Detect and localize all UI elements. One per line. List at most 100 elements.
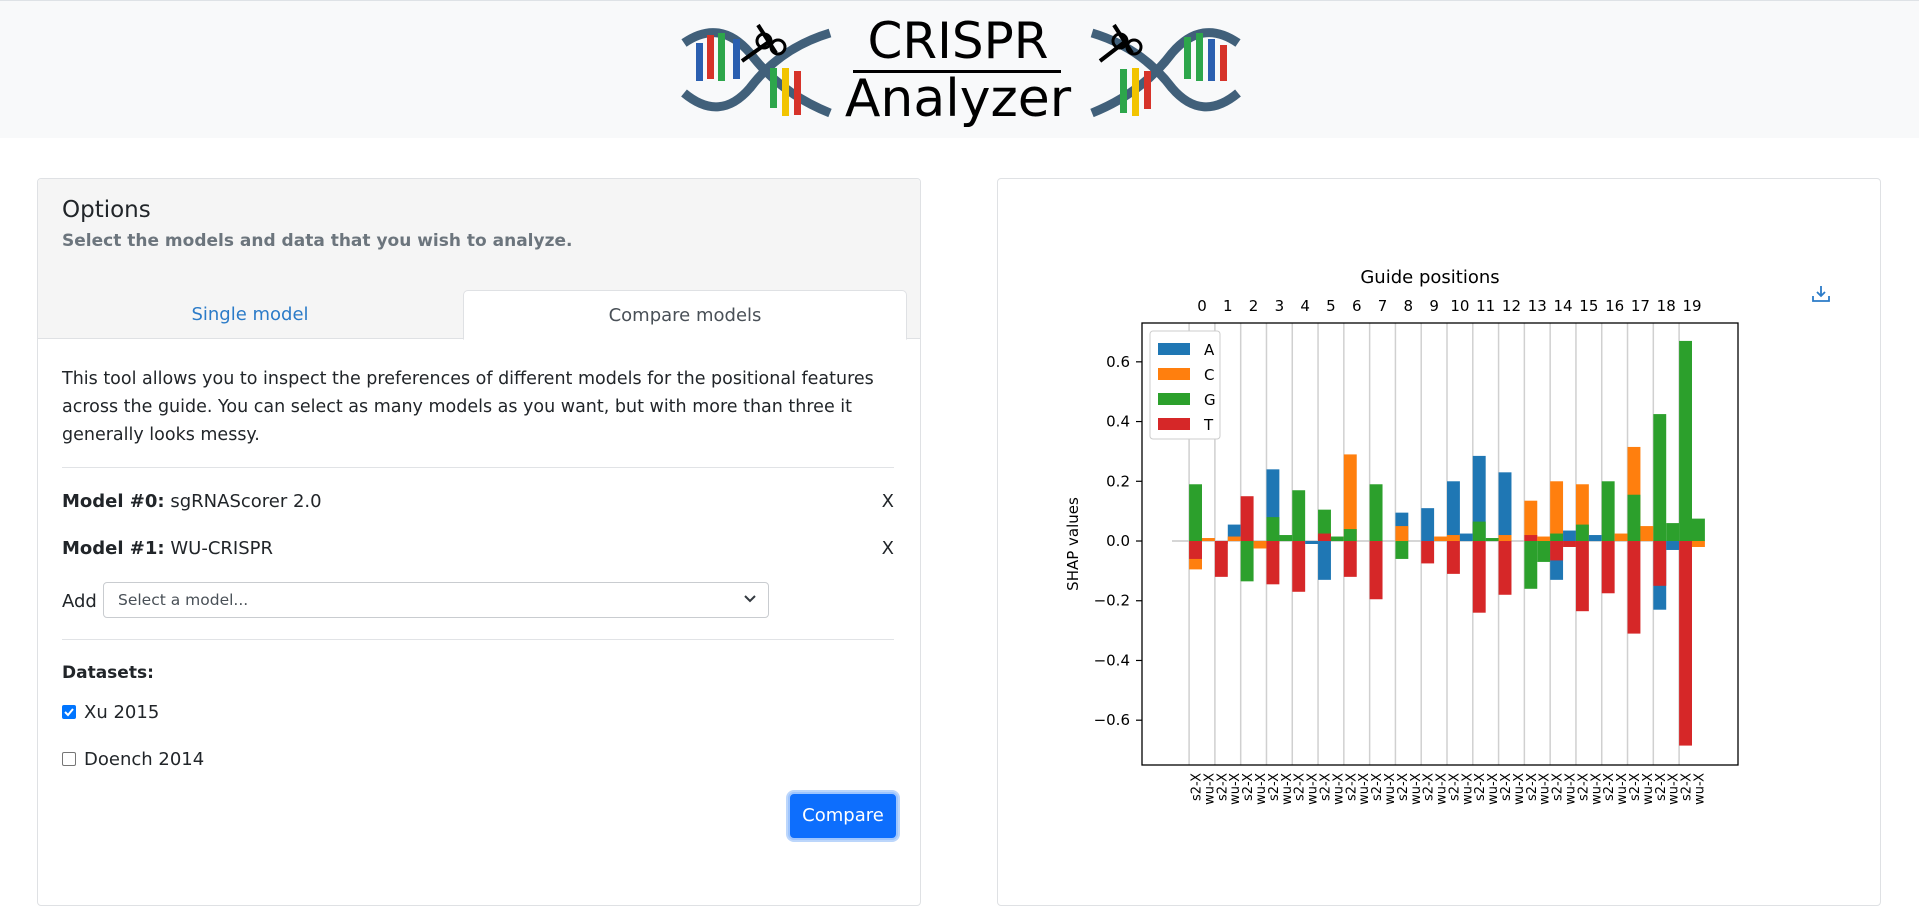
bar-label: s2-X [1370, 773, 1385, 801]
bar-label: wu-X [1564, 773, 1579, 805]
bar-label: wu-X [1202, 773, 1217, 805]
bar-T-pos1-model0 [1214, 541, 1228, 577]
bar-T-pos13-model0 [1524, 535, 1538, 542]
bar-A-pos5-model0 [1318, 541, 1331, 580]
bar-A-pos11-model0 [1472, 455, 1486, 542]
divider [62, 467, 894, 468]
position-tick-label: 6 [1352, 297, 1362, 315]
dataset-label: Xu 2015 [84, 702, 160, 723]
legend-label: T [1203, 416, 1214, 434]
position-tick-label: 3 [1275, 297, 1285, 315]
bar-label: wu-X [1667, 773, 1682, 805]
y-tick-label: 0.6 [1106, 353, 1130, 371]
bar-T-pos10-model0 [1447, 541, 1460, 574]
bar-G-pos19-model0 [1679, 340, 1692, 542]
bar-C-pos12-model0 [1498, 535, 1512, 542]
legend-swatch-G [1158, 393, 1190, 405]
compare-button[interactable]: Compare [788, 792, 898, 840]
bar-T-pos3-model0 [1266, 541, 1280, 585]
bar-label: s2-X [1628, 773, 1643, 801]
bar-T-pos0-model0 [1189, 541, 1202, 559]
dataset-xu-2015-checkbox[interactable] [62, 705, 76, 719]
legend-swatch-C [1158, 368, 1190, 380]
position-tick-label: 11 [1476, 297, 1495, 315]
model-label: Model #1: [62, 538, 165, 559]
tab-single-model[interactable]: Single model [191, 304, 309, 325]
legend-label: C [1204, 366, 1214, 384]
position-tick-label: 10 [1450, 297, 1469, 315]
position-tick-label: 13 [1528, 297, 1547, 315]
datasets-title: Datasets: [62, 663, 154, 683]
logo-line1: CRISPR [867, 13, 1048, 70]
bar-C-pos19-model1 [1692, 541, 1705, 547]
remove-model-0-button[interactable]: X [881, 491, 894, 512]
bar-G-pos3-model0 [1266, 517, 1280, 542]
chevron-down-icon [744, 595, 756, 603]
bar-label: wu-X [1383, 773, 1398, 805]
bar-label: wu-X [1538, 773, 1553, 805]
bar-G-pos18-model0 [1653, 414, 1667, 542]
bar-T-pos14-model0 [1550, 541, 1564, 561]
download-icon[interactable] [1810, 283, 1832, 305]
bar-A-pos15-model1 [1588, 535, 1602, 542]
bar-label: s2-X [1680, 773, 1695, 801]
legend-label: A [1204, 341, 1215, 359]
bar-label: s2-X [1267, 773, 1282, 801]
bar-C-pos10-model0 [1447, 535, 1460, 542]
bar-T-pos9-model0 [1421, 541, 1435, 564]
model-select[interactable]: Select a model... [103, 582, 769, 618]
bar-C-pos14-model0 [1550, 481, 1564, 542]
bar-label: wu-X [1357, 773, 1372, 805]
model-label: Model #0: [62, 491, 165, 512]
bar-G-pos19-model1 [1692, 518, 1705, 542]
bar-label: s2-X [1422, 773, 1437, 801]
tab-compare-models[interactable]: Compare models [463, 290, 907, 340]
position-tick-label: 0 [1197, 297, 1207, 315]
model-select-placeholder: Select a model... [118, 591, 249, 609]
bar-label: wu-X [1460, 773, 1475, 805]
bar-G-pos3-model1 [1279, 535, 1293, 542]
bar-label: wu-X [1409, 773, 1424, 805]
divider [62, 639, 894, 640]
bar-G-pos6-model0 [1343, 529, 1357, 542]
bar-C-pos13-model1 [1537, 536, 1551, 542]
bar-A-pos14-model1 [1563, 530, 1576, 542]
options-subtitle: Select the models and data that you wish… [62, 231, 573, 251]
bar-label: s2-X [1396, 773, 1411, 801]
bar-T-pos16-model0 [1601, 541, 1615, 594]
position-tick-label: 12 [1502, 297, 1521, 315]
bar-label: s2-X [1215, 773, 1230, 801]
legend-swatch-A [1158, 343, 1190, 355]
bar-C-pos9-model1 [1434, 536, 1447, 542]
bar-G-pos8-model0 [1395, 541, 1409, 559]
bar-label: wu-X [1486, 773, 1501, 805]
bar-T-pos4-model0 [1292, 541, 1306, 592]
position-tick-label: 9 [1429, 297, 1439, 315]
plot-frame [1141, 322, 1739, 766]
position-tick-label: 2 [1249, 297, 1259, 315]
tool-description: This tool allows you to inspect the pref… [62, 369, 874, 445]
bar-G-pos14-model0 [1550, 533, 1564, 542]
legend-box [1149, 330, 1221, 440]
position-tick-label: 17 [1631, 297, 1650, 315]
legend-swatch-T [1158, 418, 1190, 430]
bar-G-pos15-model0 [1575, 524, 1589, 542]
bar-G-pos18-model1 [1666, 523, 1680, 542]
bar-label: wu-X [1512, 773, 1527, 805]
bar-label: wu-X [1615, 773, 1630, 805]
bar-label: wu-X [1641, 773, 1656, 805]
model-name: sgRNAScorer 2.0 [170, 491, 322, 512]
bar-G-pos5-model1 [1330, 536, 1344, 542]
app-header: CRISPR Analyzer [0, 0, 1919, 138]
remove-model-1-button[interactable]: X [881, 538, 894, 559]
bar-C-pos1-model1 [1227, 536, 1241, 542]
bar-label: s2-X [1241, 773, 1256, 801]
position-tick-label: 19 [1682, 297, 1701, 315]
position-tick-label: 7 [1378, 297, 1388, 315]
checkmark-icon [64, 708, 74, 717]
dataset-doench-2014-checkbox[interactable] [62, 752, 76, 766]
bar-label: s2-X [1447, 773, 1462, 801]
bar-label: s2-X [1576, 773, 1591, 801]
bar-G-pos4-model0 [1292, 490, 1306, 542]
